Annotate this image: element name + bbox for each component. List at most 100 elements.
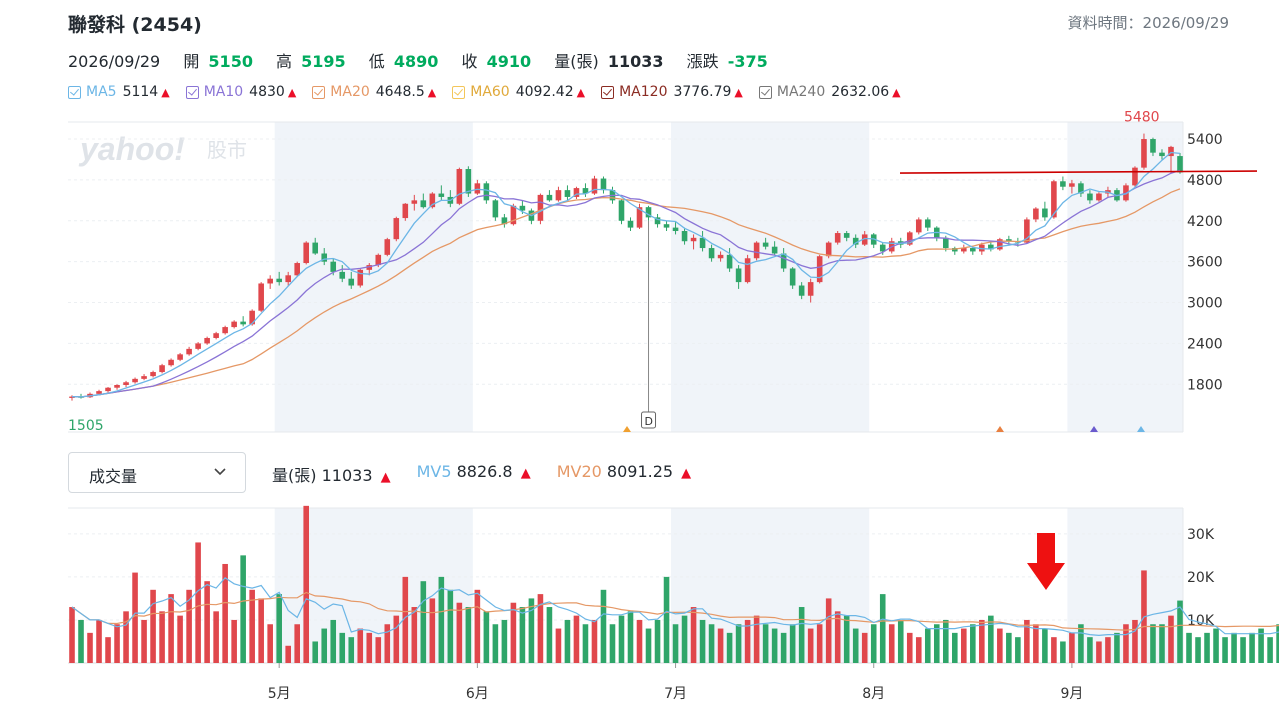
ma120-checkbox[interactable] (601, 85, 615, 99)
candle-body (375, 254, 382, 266)
volume-bar (1033, 624, 1039, 663)
candle-body (717, 254, 724, 259)
mv5-label: MV5 (416, 462, 452, 481)
volume-bar (600, 589, 607, 663)
vol-label: 量(張) (272, 466, 317, 485)
up-triangle-icon: ▲ (161, 85, 170, 99)
ma10-value: 4830 (249, 84, 285, 100)
ma-legend-ma240[interactable]: MA240 2632.06 ▲ (758, 84, 901, 100)
high-value: 5195 (301, 52, 346, 71)
volume-bar (1222, 637, 1228, 663)
volume-bar (1123, 624, 1129, 663)
candle-body (258, 283, 264, 311)
ma-legend-ma120[interactable]: MA120 3776.79 ▲ (601, 84, 743, 100)
volume-bar (952, 632, 958, 663)
candle-body (195, 343, 201, 349)
volume-bar (204, 581, 210, 663)
candle-body (699, 237, 706, 249)
candle-body (979, 244, 985, 252)
candle-body (1150, 139, 1156, 153)
ma20-name: MA20 (330, 84, 370, 100)
candle-body (1051, 181, 1057, 218)
volume-bar (492, 624, 499, 663)
ma10-checkbox[interactable] (185, 85, 199, 99)
volume-bar (1096, 641, 1102, 663)
candle-body (807, 282, 814, 296)
candle-body (555, 190, 562, 201)
candle-body (186, 348, 192, 355)
ma240-name: MA240 (776, 84, 826, 100)
candle-body (1033, 208, 1039, 220)
volume-bar (816, 624, 823, 663)
low-label: 低 (368, 52, 385, 71)
candle-body (771, 246, 778, 254)
chevron-down-icon (214, 468, 226, 476)
max-price-label: 5480 (1124, 110, 1160, 126)
volume-bar (672, 624, 679, 663)
candle-body (825, 242, 832, 257)
ma-legend-ma10[interactable]: MA10 4830 ▲ (185, 84, 296, 100)
volume-bar (744, 619, 751, 663)
volume-bar (258, 598, 264, 663)
change-label: 漲跌 (686, 52, 719, 71)
candle-body (348, 278, 355, 286)
ma-legend-ma5[interactable]: MA5 5114 ▲ (68, 84, 170, 100)
volume-indicator-select[interactable]: 成交量 (68, 452, 246, 493)
candle-body (997, 239, 1003, 250)
event-triangle-icon (623, 426, 631, 432)
candle-body (753, 242, 760, 259)
volume-bar (762, 624, 769, 663)
candle-body (393, 218, 400, 240)
candle-body (321, 253, 328, 262)
volume-select-label: 成交量 (89, 467, 138, 486)
high-label: 高 (276, 52, 293, 71)
close-label: 收 (461, 52, 478, 71)
volume-bar (591, 619, 598, 663)
ma60-checkbox[interactable] (452, 85, 466, 99)
mv20-value: 8091.25 (606, 462, 674, 481)
volume-bar (933, 624, 940, 663)
volume-bar (888, 624, 895, 663)
candle-body (654, 217, 661, 225)
candle-body (663, 224, 670, 228)
price-tick-label: 4200 (1187, 214, 1223, 230)
candle-body (1168, 146, 1174, 157)
candle-body (861, 234, 868, 245)
ma240-checkbox[interactable] (758, 85, 772, 99)
volume-bar (294, 624, 300, 663)
candle-body (339, 271, 346, 279)
volume-bar (699, 619, 706, 663)
ma-legend-ma20[interactable]: MA20 4648.5 ▲ (312, 84, 436, 100)
volume-value: 11033 (607, 52, 664, 71)
volume-bar (897, 619, 904, 663)
ma60-name: MA60 (470, 84, 510, 100)
volume-bar (645, 628, 652, 663)
ma20-checkbox[interactable] (312, 85, 326, 99)
volume-bar (861, 632, 868, 663)
ma5-name: MA5 (86, 84, 117, 100)
volume-bar (789, 624, 796, 663)
volume-bar (123, 611, 129, 663)
candle-body (114, 384, 120, 388)
up-triangle-icon: ▲ (892, 85, 901, 99)
candle-body (1006, 239, 1012, 242)
candle-body (330, 261, 337, 272)
volume-bar (249, 589, 255, 663)
mv20-label: MV20 (556, 462, 602, 481)
candle-body (600, 178, 607, 191)
ma-legend-ma60[interactable]: MA60 4092.42 ▲ (452, 84, 585, 100)
red-arrow-icon (1027, 533, 1065, 590)
volume-bar (330, 619, 337, 663)
candle-body (546, 194, 553, 201)
volume-bar (357, 628, 364, 663)
volume-bar (1186, 632, 1192, 663)
volume-bar (618, 615, 625, 663)
candle-body (357, 269, 364, 286)
ma5-checkbox[interactable] (68, 85, 81, 99)
volume-bar (411, 607, 418, 663)
volume-bar (456, 602, 463, 663)
up-triangle-icon: ▲ (734, 85, 743, 99)
volume-bar (1132, 619, 1138, 663)
volume-bar (1159, 624, 1165, 663)
